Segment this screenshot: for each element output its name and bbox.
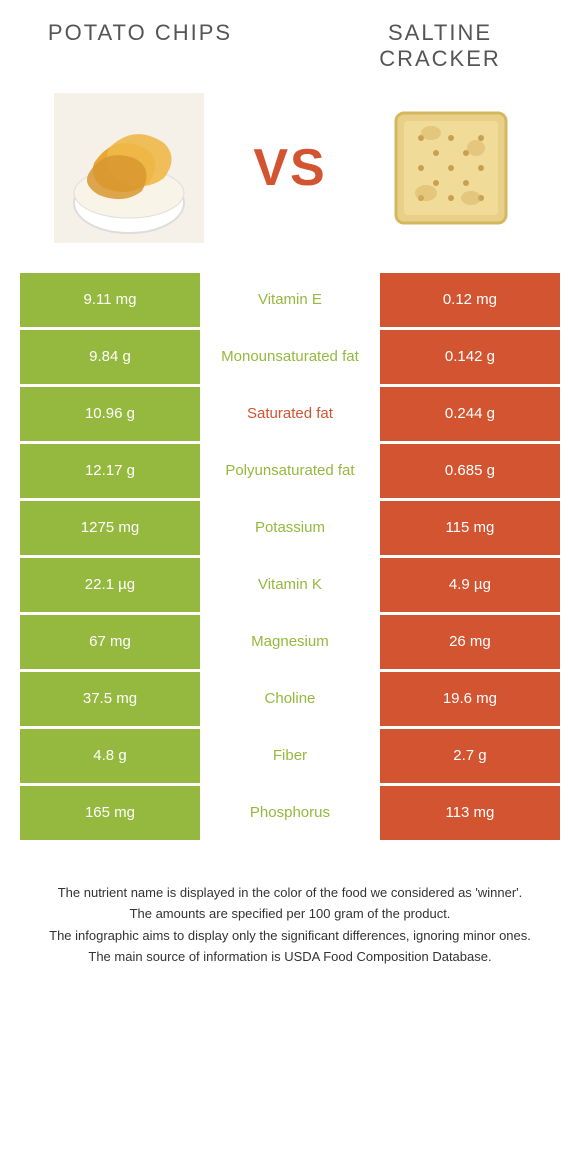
right-value-cell: 0.244 g	[380, 387, 560, 441]
left-value-cell: 1275 mg	[20, 501, 200, 555]
table-row: 22.1 µgVitamin K4.9 µg	[20, 558, 560, 612]
table-row: 165 mgPhosphorus113 mg	[20, 786, 560, 840]
footer-notes: The nutrient name is displayed in the co…	[0, 843, 580, 999]
right-food-title: SALTINE CRACKER	[340, 20, 540, 73]
left-value-cell: 9.11 mg	[20, 273, 200, 327]
table-row: 9.11 mgVitamin E0.12 mg	[20, 273, 560, 327]
right-value-cell: 19.6 mg	[380, 672, 560, 726]
nutrient-name-cell: Polyunsaturated fat	[200, 444, 380, 498]
vs-label: VS	[253, 138, 326, 198]
table-row: 1275 mgPotassium115 mg	[20, 501, 560, 555]
nutrient-name-cell: Vitamin K	[200, 558, 380, 612]
right-value-cell: 2.7 g	[380, 729, 560, 783]
nutrient-name-cell: Potassium	[200, 501, 380, 555]
left-value-cell: 37.5 mg	[20, 672, 200, 726]
right-value-cell: 0.685 g	[380, 444, 560, 498]
table-row: 9.84 gMonounsaturated fat0.142 g	[20, 330, 560, 384]
saltine-cracker-icon	[386, 103, 516, 233]
footer-line: The nutrient name is displayed in the co…	[30, 883, 550, 903]
right-food-image	[376, 93, 526, 243]
left-value-cell: 165 mg	[20, 786, 200, 840]
right-value-cell: 0.12 mg	[380, 273, 560, 327]
left-value-cell: 4.8 g	[20, 729, 200, 783]
nutrient-name-cell: Phosphorus	[200, 786, 380, 840]
nutrient-name-cell: Vitamin E	[200, 273, 380, 327]
table-row: 37.5 mgCholine19.6 mg	[20, 672, 560, 726]
left-food-image	[54, 93, 204, 243]
right-value-cell: 115 mg	[380, 501, 560, 555]
header: POTATO CHIPS SALTINE CRACKER	[0, 0, 580, 83]
left-value-cell: 22.1 µg	[20, 558, 200, 612]
nutrient-name-cell: Fiber	[200, 729, 380, 783]
table-row: 4.8 gFiber2.7 g	[20, 729, 560, 783]
footer-line: The amounts are specified per 100 gram o…	[30, 904, 550, 924]
left-value-cell: 67 mg	[20, 615, 200, 669]
nutrient-name-cell: Magnesium	[200, 615, 380, 669]
left-food-title: POTATO CHIPS	[40, 20, 240, 73]
infographic-container: POTATO CHIPS SALTINE CRACKER VS	[0, 0, 580, 999]
nutrient-name-cell: Choline	[200, 672, 380, 726]
right-value-cell: 0.142 g	[380, 330, 560, 384]
left-value-cell: 9.84 g	[20, 330, 200, 384]
footer-line: The main source of information is USDA F…	[30, 947, 550, 967]
left-value-cell: 12.17 g	[20, 444, 200, 498]
right-value-cell: 113 mg	[380, 786, 560, 840]
comparison-table: 9.11 mgVitamin E0.12 mg9.84 gMonounsatur…	[0, 273, 580, 840]
nutrient-name-cell: Saturated fat	[200, 387, 380, 441]
nutrient-name-cell: Monounsaturated fat	[200, 330, 380, 384]
table-row: 10.96 gSaturated fat0.244 g	[20, 387, 560, 441]
right-value-cell: 26 mg	[380, 615, 560, 669]
right-value-cell: 4.9 µg	[380, 558, 560, 612]
footer-line: The infographic aims to display only the…	[30, 926, 550, 946]
image-row: VS	[0, 83, 580, 273]
left-value-cell: 10.96 g	[20, 387, 200, 441]
potato-chips-icon	[54, 93, 204, 243]
table-row: 67 mgMagnesium26 mg	[20, 615, 560, 669]
table-row: 12.17 gPolyunsaturated fat0.685 g	[20, 444, 560, 498]
